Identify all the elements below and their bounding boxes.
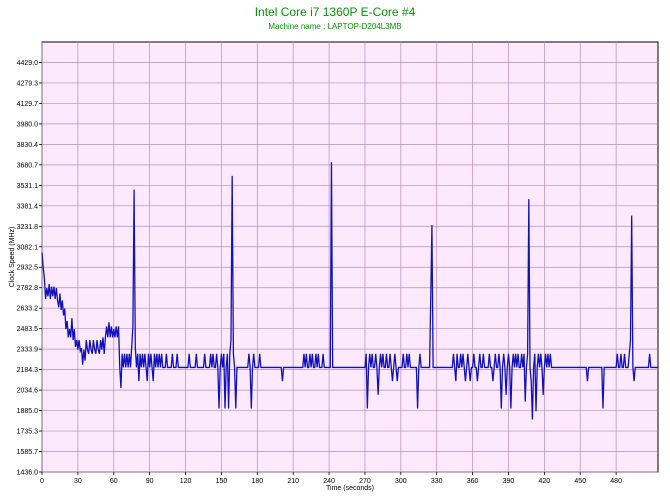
y-tick-label: 3231.8: [17, 224, 39, 231]
y-tick-label: 1885.0: [17, 408, 39, 415]
x-axis-label: Time (seconds): [326, 485, 374, 492]
y-tick-label: 4279.3: [17, 80, 39, 87]
y-tick-label: 2184.3: [17, 367, 39, 374]
y-tick-label: 1735.3: [17, 429, 39, 436]
x-tick-label: 120: [180, 478, 192, 485]
x-tick-label: 270: [359, 478, 371, 485]
x-axis-ticks: 0 30 60 90 120 150 180 210 240 270 300 330 360 390 420…: [40, 472, 622, 485]
grid-x: [41, 42, 617, 472]
y-tick-label: 3980.0: [17, 121, 39, 128]
y-tick-label: 2333.9: [17, 347, 39, 354]
y-tick-label: 2932.5: [17, 265, 39, 272]
x-tick-label: 420: [539, 478, 551, 485]
x-tick-label: 150: [216, 478, 228, 485]
y-tick-label: 2483.5: [17, 326, 39, 333]
y-axis-ticks: 1436.0 1585.7 1735.3 1885.0 2034.6 2184.3 2333…: [17, 60, 42, 477]
x-tick-label: 300: [395, 478, 407, 485]
x-tick-label: 240: [323, 478, 335, 485]
y-tick-label: 2782.8: [17, 285, 39, 292]
x-tick-label: 390: [503, 478, 515, 485]
x-tick-label: 60: [110, 478, 118, 485]
y-tick-label: 3531.1: [17, 183, 39, 190]
chart-subtitle: Machine name : LAPTOP-D204L3MB: [268, 22, 401, 31]
y-tick-label: 3082.1: [17, 244, 39, 251]
chart-title: Intel Core i7 1360P E-Core #4: [255, 5, 416, 19]
y-tick-label: 4129.7: [17, 101, 39, 108]
series-line: [41, 162, 658, 420]
x-tick-label: 210: [287, 478, 299, 485]
y-axis-label: Clock Speed (MHz): [9, 227, 16, 288]
y-tick-label: 4429.0: [17, 60, 39, 67]
x-tick-label: 330: [431, 478, 443, 485]
grid-y: [42, 62, 658, 473]
y-tick-label: 3381.4: [17, 203, 39, 210]
y-tick-label: 3680.7: [17, 162, 39, 169]
x-tick-label: 450: [574, 478, 586, 485]
x-tick-label: 180: [251, 478, 263, 485]
x-tick-label: 30: [74, 478, 82, 485]
plot-area: [41, 41, 659, 473]
y-tick-label: 1585.7: [17, 449, 39, 456]
y-tick-label: 3830.4: [17, 142, 39, 149]
x-tick-label: 480: [610, 478, 622, 485]
x-tick-label: 90: [146, 478, 154, 485]
x-tick-label: 360: [467, 478, 479, 485]
y-tick-label: 2633.2: [17, 306, 39, 313]
y-tick-label: 2034.6: [17, 388, 39, 395]
x-tick-label: 0: [40, 478, 44, 485]
y-tick-label: 1436.0: [17, 470, 39, 477]
